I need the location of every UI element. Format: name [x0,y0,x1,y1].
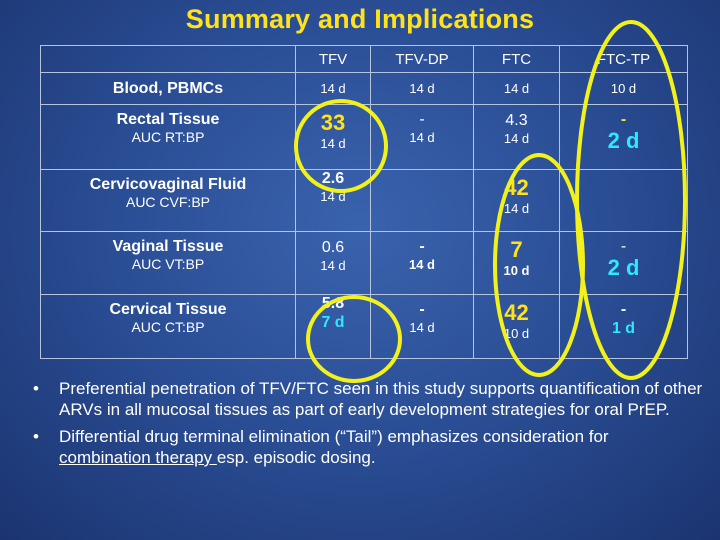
cell-tfv-dp: 14 d [370,72,474,105]
cell-days: 7 d [321,314,345,332]
bullet-dot-icon: • [33,427,39,446]
bullet-item: • Preferential penetration of TFV/FTC se… [33,378,703,420]
cell-days: 10 d [610,81,637,97]
table-row-blood: Blood, PBMCs 14 d 14 d 14 d 10 d [40,72,688,105]
cell-tfv: 5.8 7 d [295,294,371,359]
bullet-dot-icon: • [33,379,39,398]
cell-ftc: 42 10 d [473,294,560,359]
table-row-rectal: Rectal Tissue AUC RT:BP 33 14 d - 14 d 4… [40,103,688,170]
cell-value: - [419,110,425,128]
cell-tfv: 2.6 14 d [295,168,371,233]
row-name: Cervicovaginal Fluid [89,175,247,193]
row-subtitle: AUC CT:BP [131,319,205,336]
cell-tfv-dp: - 14 d [370,231,474,296]
cell-ftc-tp: 10 d [559,72,688,105]
bullet-text-pre: Differential drug terminal elimination (… [59,427,609,446]
cell-ftc-tp: - 1 d [559,294,688,359]
header-empty [40,44,296,74]
slide-title: Summary and Implications [185,4,535,34]
cell-value: 42 [504,174,529,200]
cell-value: 4.3 [505,111,528,129]
cell-value: 5.8 [321,295,345,313]
row-name: Blood, PBMCs [112,79,224,97]
cell-days: 14 d [409,81,435,97]
cell-value: 2.6 [321,169,345,187]
cell-ftc: 14 d [473,72,560,105]
cell-value: - [419,238,425,256]
cell-ftc: 7 10 d [473,231,560,296]
cell-tfv: 33 14 d [295,103,371,170]
row-subtitle: AUC VT:BP [131,256,205,273]
cell-days: 14 d [320,188,346,204]
row-label-vaginal: Vaginal Tissue AUC VT:BP [40,231,296,296]
row-label-cervical: Cervical Tissue AUC CT:BP [40,294,296,359]
table-row-cvf: Cervicovaginal Fluid AUC CVF:BP 2.6 14 d… [40,168,688,233]
cell-value: - [419,301,425,319]
header-ftc-tp: FTC-TP [559,44,688,74]
cell-tfv: 14 d [295,72,371,105]
cell-value: 42 [504,300,529,326]
cell-days: 14 d [503,81,530,97]
header-ftc: FTC [473,44,560,74]
bullet-text: Preferential penetration of TFV/FTC seen… [59,379,703,419]
row-name: Cervical Tissue [109,301,227,319]
cell-days: 14 d [320,135,346,151]
cell-tfv-dp: - 14 d [370,103,474,170]
cell-value: 7 [510,237,523,263]
table-row-vaginal: Vaginal Tissue AUC VT:BP 0.6 14 d - 14 d… [40,231,688,296]
cell-days: 1 d [611,320,636,338]
cell-tfv-dp [370,168,474,233]
cell-days: 14 d [409,129,435,145]
bullet-list: • Preferential penetration of TFV/FTC se… [33,378,703,474]
header-tfv: TFV [295,44,371,74]
bullet-text-post: esp. episodic dosing. [216,448,376,467]
bullet-item: • Differential drug terminal elimination… [33,426,703,468]
cell-tfv: 0.6 14 d [295,231,371,296]
cell-tfv-dp: - 14 d [370,294,474,359]
cell-days: 2 d [607,255,640,281]
cell-days: 2 d [607,127,640,153]
table-row-cervical: Cervical Tissue AUC CT:BP 5.8 7 d - 14 d… [40,294,688,359]
cell-days: 14 d [408,257,435,273]
cell-days: 14 d [409,320,435,336]
cell-days: 10 d [503,326,530,342]
cell-days: 14 d [320,81,346,97]
row-name: Vaginal Tissue [112,238,224,256]
cell-days: 14 d [503,200,530,216]
cell-value: 0.6 [321,239,345,257]
table-header-row: TFV TFV-DP FTC FTC-TP [40,44,688,74]
cell-value: - [620,110,627,128]
cell-value: 33 [320,109,346,135]
cell-days: 10 d [503,263,530,279]
row-label-cvf: Cervicovaginal Fluid AUC CVF:BP [40,168,296,233]
cell-ftc: 4.3 14 d [473,103,560,170]
row-label-rectal: Rectal Tissue AUC RT:BP [40,103,296,170]
cell-value: - [620,238,627,256]
cell-ftc-tp: - 2 d [559,103,688,170]
cell-ftc-tp: - 2 d [559,231,688,296]
cell-days: 14 d [503,130,530,146]
row-subtitle: AUC RT:BP [131,128,205,145]
cell-ftc-tp [559,168,688,233]
row-label-blood: Blood, PBMCs [40,72,296,105]
summary-table: TFV TFV-DP FTC FTC-TP Blood, PBMCs 14 d … [40,44,688,359]
row-name: Rectal Tissue [116,110,220,128]
cell-days: 14 d [320,258,346,274]
cell-ftc: 42 14 d [473,168,560,233]
row-subtitle: AUC CVF:BP [125,193,210,210]
bullet-underlined-text: combination therapy [59,448,217,467]
header-tfv-dp: TFV-DP [370,44,474,74]
cell-value: - [620,301,627,319]
